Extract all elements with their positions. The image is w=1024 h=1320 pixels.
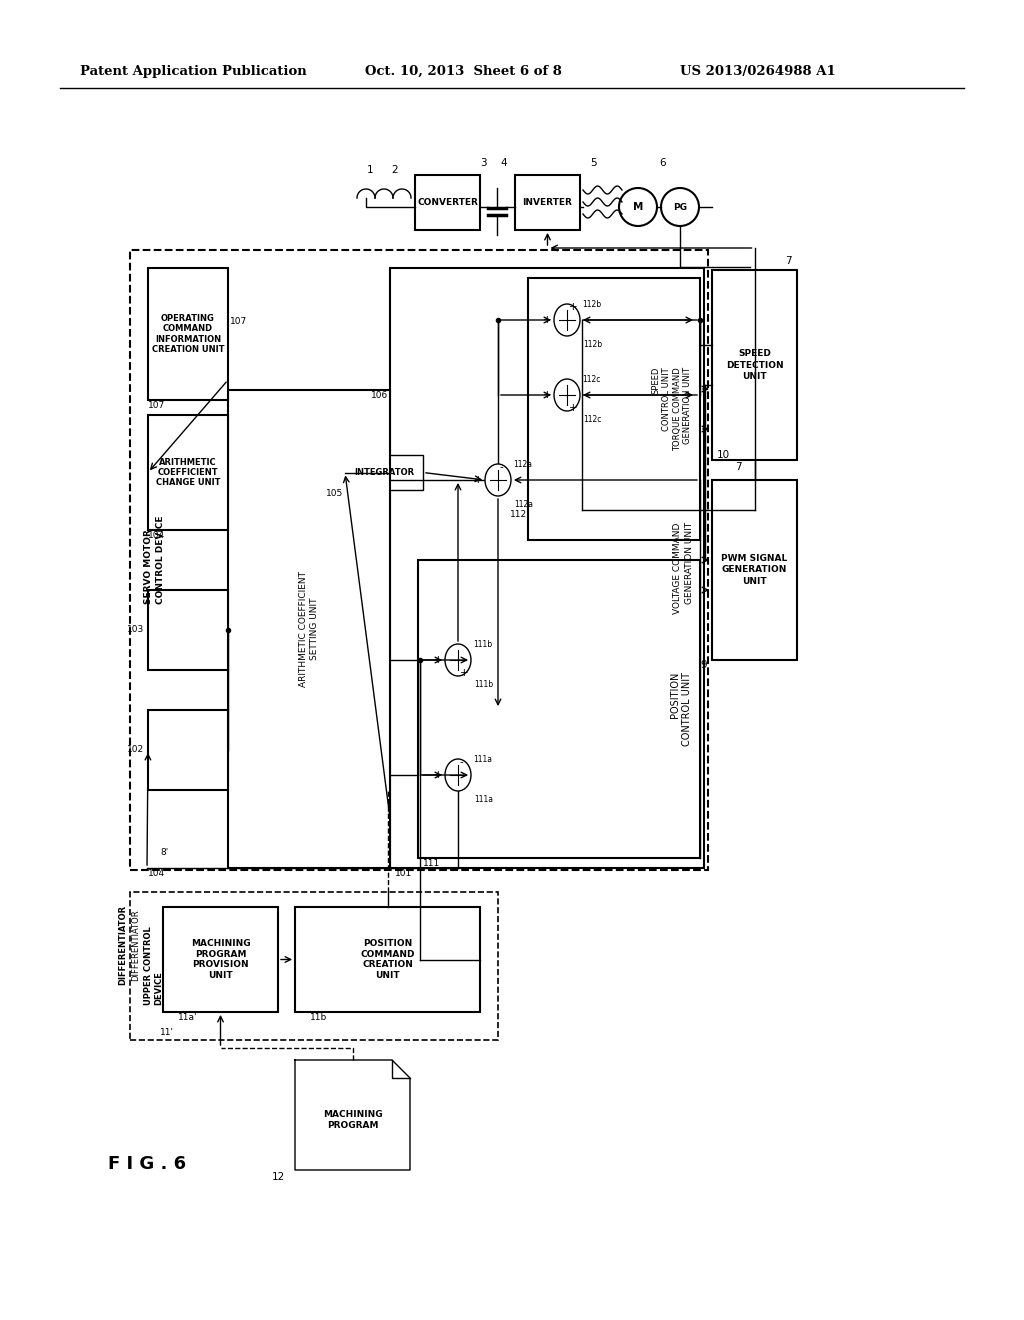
Text: 9: 9 bbox=[700, 660, 707, 671]
Text: 112: 112 bbox=[510, 510, 527, 519]
Text: MACHINING
PROGRAM
PROVISION
UNIT: MACHINING PROGRAM PROVISION UNIT bbox=[190, 940, 250, 979]
Bar bbox=[163, 907, 278, 1012]
Text: 10: 10 bbox=[717, 450, 730, 459]
Text: 2: 2 bbox=[391, 165, 397, 176]
Text: POSITION
CONTROL UNIT: POSITION CONTROL UNIT bbox=[670, 672, 692, 746]
Text: +: + bbox=[544, 315, 552, 325]
Text: DIFFERENTIATOR: DIFFERENTIATOR bbox=[131, 909, 140, 981]
Text: 11b: 11b bbox=[310, 1012, 328, 1022]
Bar bbox=[390, 268, 705, 869]
Text: -: - bbox=[460, 756, 464, 767]
Bar bbox=[130, 249, 708, 870]
Text: 111b: 111b bbox=[474, 680, 494, 689]
Text: 112c: 112c bbox=[583, 414, 601, 424]
Text: 102: 102 bbox=[127, 746, 144, 755]
Text: 111a: 111a bbox=[474, 795, 493, 804]
Text: CONVERTER: CONVERTER bbox=[417, 198, 478, 207]
Circle shape bbox=[662, 187, 699, 226]
Text: MACHINING
PROGRAM: MACHINING PROGRAM bbox=[323, 1110, 382, 1130]
Text: VOLTAGE COMMAND
GENERATION UNIT: VOLTAGE COMMAND GENERATION UNIT bbox=[673, 523, 694, 614]
Text: 11': 11' bbox=[160, 1028, 174, 1038]
Text: INTEGRATOR: INTEGRATOR bbox=[354, 469, 414, 477]
Text: Patent Application Publication: Patent Application Publication bbox=[80, 65, 307, 78]
Text: 104: 104 bbox=[148, 531, 165, 540]
Bar bbox=[345, 455, 423, 490]
Bar bbox=[528, 279, 700, 540]
Text: +: + bbox=[544, 389, 552, 400]
Bar bbox=[515, 176, 580, 230]
Text: 7: 7 bbox=[735, 462, 741, 473]
Bar bbox=[148, 710, 228, 789]
Bar bbox=[712, 271, 797, 459]
Text: PG: PG bbox=[673, 202, 687, 211]
Text: UPPER CONTROL
DEVICE: UPPER CONTROL DEVICE bbox=[144, 927, 164, 1006]
Text: 112b: 112b bbox=[582, 300, 601, 309]
Text: 103: 103 bbox=[127, 626, 144, 635]
Text: POSITION
COMMAND
CREATION
UNIT: POSITION COMMAND CREATION UNIT bbox=[360, 940, 415, 979]
Bar bbox=[418, 560, 700, 858]
Text: +: + bbox=[474, 475, 483, 484]
Text: 11a': 11a' bbox=[178, 1012, 198, 1022]
Text: +: + bbox=[434, 770, 443, 780]
Text: 107: 107 bbox=[148, 401, 165, 411]
Text: F I G . 6: F I G . 6 bbox=[108, 1155, 186, 1173]
Text: 6: 6 bbox=[659, 158, 666, 168]
Text: 8': 8' bbox=[160, 847, 168, 857]
Ellipse shape bbox=[485, 465, 511, 496]
Circle shape bbox=[618, 187, 657, 226]
Text: ARITHMETIC
COEFFICIENT
CHANGE UNIT: ARITHMETIC COEFFICIENT CHANGE UNIT bbox=[156, 458, 220, 487]
Text: +: + bbox=[434, 655, 443, 665]
Text: SERVO MOTOR
CONTROL DEVICE: SERVO MOTOR CONTROL DEVICE bbox=[144, 516, 165, 605]
Text: 12: 12 bbox=[271, 1172, 285, 1181]
Ellipse shape bbox=[554, 379, 580, 411]
Text: 105: 105 bbox=[326, 488, 343, 498]
Text: SPEED
DETECTION
UNIT: SPEED DETECTION UNIT bbox=[726, 350, 783, 380]
Bar bbox=[148, 414, 228, 531]
Ellipse shape bbox=[445, 644, 471, 676]
Text: 112b: 112b bbox=[583, 341, 602, 348]
Ellipse shape bbox=[445, 759, 471, 791]
Text: US 2013/0264988 A1: US 2013/0264988 A1 bbox=[680, 65, 836, 78]
Text: ARITHMETIC COEFFICIENT
SETTING UNIT: ARITHMETIC COEFFICIENT SETTING UNIT bbox=[299, 572, 319, 686]
Text: +: + bbox=[460, 668, 469, 678]
Text: 111b: 111b bbox=[473, 640, 493, 649]
Bar bbox=[712, 480, 797, 660]
Text: 111: 111 bbox=[423, 859, 440, 869]
Text: 112a: 112a bbox=[513, 459, 532, 469]
Text: SPEED
CONTROL UNIT
TORQUE COMMAND
GENERATION UNIT: SPEED CONTROL UNIT TORQUE COMMAND GENERA… bbox=[652, 367, 692, 451]
Bar bbox=[148, 268, 228, 400]
Text: M: M bbox=[633, 202, 643, 213]
Text: 5: 5 bbox=[590, 158, 597, 168]
Text: DIFFERENTIATOR: DIFFERENTIATOR bbox=[118, 906, 127, 985]
Text: +: + bbox=[569, 403, 578, 413]
Text: 1: 1 bbox=[367, 165, 374, 176]
Text: 112c: 112c bbox=[582, 375, 600, 384]
Bar bbox=[228, 389, 390, 869]
Text: PWM SIGNAL
GENERATION
UNIT: PWM SIGNAL GENERATION UNIT bbox=[721, 554, 787, 586]
Text: INVERTER: INVERTER bbox=[522, 198, 572, 207]
Text: Oct. 10, 2013  Sheet 6 of 8: Oct. 10, 2013 Sheet 6 of 8 bbox=[365, 65, 562, 78]
Bar bbox=[295, 907, 480, 1012]
Bar bbox=[148, 590, 228, 671]
Text: 7: 7 bbox=[785, 256, 792, 267]
Bar bbox=[415, 176, 480, 230]
Text: 111a: 111a bbox=[473, 755, 492, 764]
Text: 106: 106 bbox=[371, 391, 388, 400]
Text: 104: 104 bbox=[148, 869, 165, 878]
Text: -: - bbox=[500, 462, 504, 473]
Text: OPERATING
COMMAND
INFORMATION
CREATION UNIT: OPERATING COMMAND INFORMATION CREATION U… bbox=[152, 314, 224, 354]
Bar bbox=[130, 892, 498, 1040]
Text: 3: 3 bbox=[480, 158, 486, 168]
Text: +: + bbox=[569, 302, 578, 312]
Text: 107: 107 bbox=[230, 317, 247, 326]
Text: 101: 101 bbox=[395, 869, 413, 878]
Text: 112a: 112a bbox=[514, 500, 534, 510]
Ellipse shape bbox=[554, 304, 580, 337]
Text: 4: 4 bbox=[500, 158, 507, 168]
